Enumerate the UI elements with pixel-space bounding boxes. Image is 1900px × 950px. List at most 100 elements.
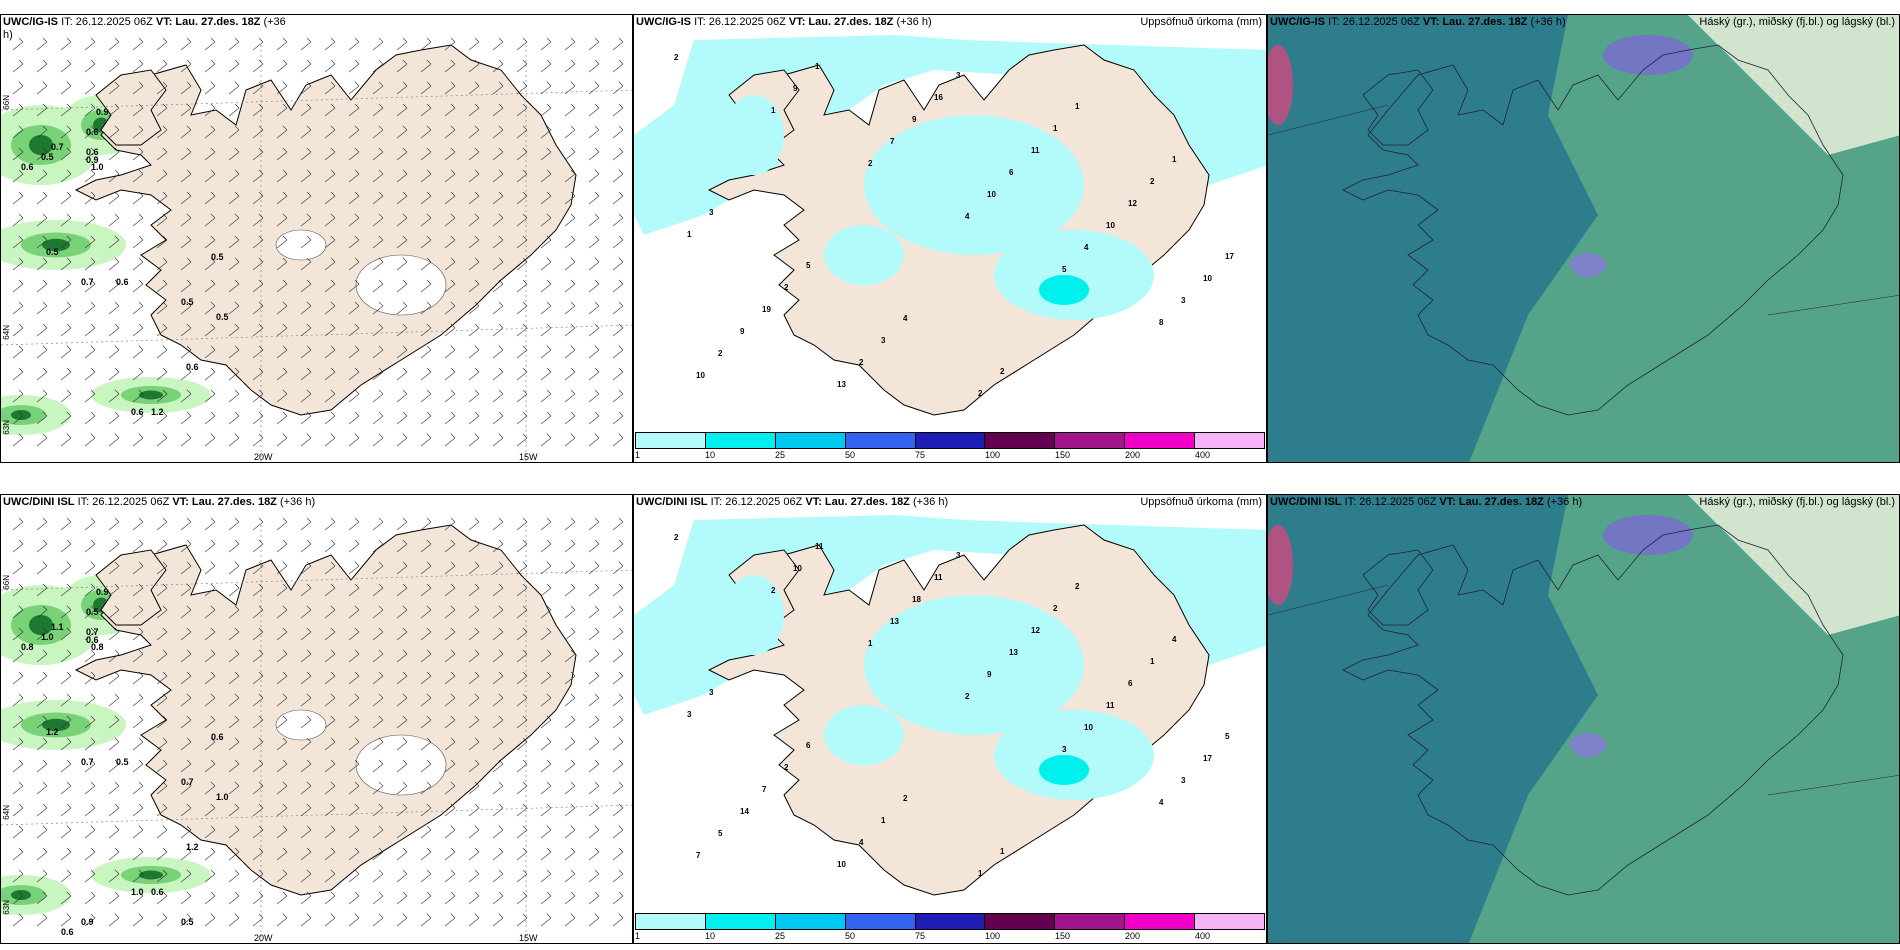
wind-barb-feather [330,913,336,919]
wind-barb [276,737,288,751]
wind-barb-staff [492,763,504,773]
wind-barb [60,913,72,927]
wind-barb-staff [588,829,600,839]
wind-barb [228,125,240,139]
wind-barb-staff [516,63,528,73]
wind-barb-staff [108,829,120,839]
wind-barb-feather [450,125,456,131]
wind-barb [324,433,336,447]
wind-barb-staff [84,41,96,51]
wind-barb-staff [516,305,528,315]
wind-barb-feather [474,913,480,919]
wind-barb [468,81,480,95]
wind-barb-staff [156,719,168,729]
wind-barb-feather [354,323,360,329]
wind-barb-staff [60,653,72,663]
wind-barb-feather [594,235,600,241]
wind-barb [36,671,48,685]
wind-barb-feather [330,715,336,721]
wind-barb-feather [402,345,408,351]
wind-barb-feather [498,539,504,545]
wind-barb-feather [114,103,120,109]
wind-barb [60,781,72,795]
wind-barb-staff [372,283,384,293]
wind-barb-staff [12,437,24,447]
colorbar-swatch [845,433,916,448]
wind-barb-feather [90,147,96,153]
wind-barb [36,759,48,773]
wind-barb-staff [588,697,600,707]
wind-barb-feather [354,671,360,677]
wind-barb [324,671,336,685]
wind-barb-feather [162,715,168,721]
wind-barb [348,433,360,447]
wind-barb-staff [372,173,384,183]
wind-barb [156,345,168,359]
wind-barb-staff [276,631,288,641]
wind-barb [516,583,528,597]
wind-barb-feather [354,389,360,395]
wind-barb [540,869,552,883]
wind-barb-staff [228,917,240,927]
wind-barb-staff [492,305,504,315]
wind-barb-feather [114,367,120,373]
wind-barb [348,759,360,773]
wind-barb [60,323,72,337]
wind-barb-feather [18,103,24,109]
wind-barb-staff [204,63,216,73]
wind-barb [516,301,528,315]
wind-barb-feather [114,37,120,43]
wind-barb-staff [108,697,120,707]
wind-barb [588,737,600,751]
wind-barb-staff [612,283,624,293]
precip-station-value: 3 [1181,776,1186,785]
wind-barb-staff [156,565,168,575]
wind-barb [396,213,408,227]
wind-barb-feather [498,301,504,307]
wind-barb-feather [330,301,336,307]
wind-barb-feather [402,103,408,109]
wind-barb-feather [234,279,240,285]
precip-area [724,95,784,175]
wind-barb-feather [402,693,408,699]
wind-barb-staff [468,675,480,685]
wind-barb-staff [324,697,336,707]
wind-barb-feather [618,737,624,743]
wind-barb-staff [180,565,192,575]
wind-barb-staff [468,349,480,359]
wind-barb-staff [540,173,552,183]
precip-station-value: 10 [793,564,802,573]
wind-barb [492,693,504,707]
wind-barb-feather [594,847,600,853]
wind-barb [12,561,24,575]
wind-barb-staff [156,349,168,359]
wind-barb-staff [540,283,552,293]
wind-barb-feather [258,715,264,721]
wind-barb-staff [588,85,600,95]
precip-station-value: 11 [1106,701,1115,710]
wind-barb [492,433,504,447]
wind-barb-staff [372,107,384,117]
wind-barb-feather [282,913,288,919]
wind-barb [588,517,600,531]
wind-barb-staff [468,415,480,425]
wind-barb [300,81,312,95]
wind-barb [588,59,600,73]
wind-barb-staff [36,195,48,205]
wind-barb [60,627,72,641]
wind-barb-staff [348,239,360,249]
wind-barb [372,671,384,685]
wind-barb-feather [114,539,120,545]
wind-barb-feather [618,235,624,241]
wind-barb-staff [348,543,360,553]
wind-barb-staff [252,763,264,773]
wind-barb-staff [444,151,456,161]
wind-barb-staff [156,587,168,597]
wind-barb [228,913,240,927]
wind-barb-feather [618,715,624,721]
colorbar-tick-label: 200 [1125,931,1141,941]
wind-barb-feather [330,627,336,633]
wind-barb [204,847,216,861]
wind-barb [516,847,528,861]
wind-barb-staff [276,873,288,883]
